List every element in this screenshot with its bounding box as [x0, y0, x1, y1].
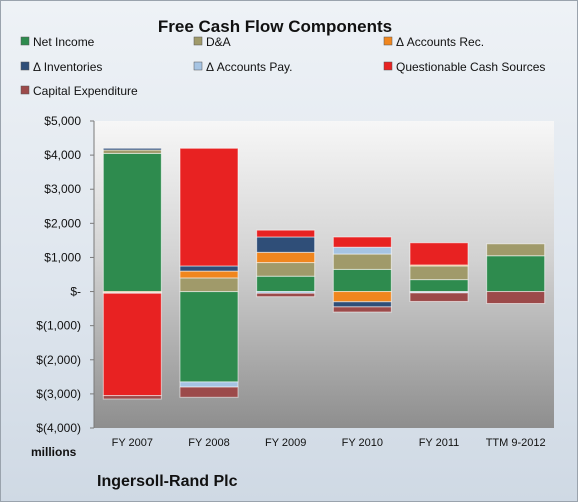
y-tick-label: $3,000 [44, 182, 81, 196]
legend-swatch-d-a [193, 36, 203, 46]
x-tick-label: FY 2008 [188, 437, 229, 449]
bars [102, 147, 546, 400]
y-tick-label: $2,000 [44, 216, 81, 230]
y-tick-label: $(4,000) [36, 421, 81, 435]
legend-swatch-capital-expenditure [20, 85, 30, 95]
legend-swatch-questionable-cash-sources [383, 61, 393, 71]
bar-capital-expenditure-fy-2011 [409, 292, 469, 302]
bar-net-income-fy-2009 [256, 275, 316, 293]
legend-swatch-accounts-pay [193, 61, 203, 71]
bar-accounts-rec-fy-2009 [256, 251, 316, 264]
bar-net-income-fy-2008 [179, 291, 239, 383]
y-tick-label: $5,000 [44, 114, 81, 128]
company-name: Ingersoll-Rand Plc [97, 473, 238, 490]
x-tick-label: FY 2007 [112, 437, 153, 449]
bar-d-a-fy-2010 [332, 253, 392, 270]
bar-accounts-rec-fy-2010 [332, 291, 392, 303]
legend-label-inventories: Δ Inventories [33, 60, 102, 74]
y-tick-label: $(1,000) [36, 319, 81, 333]
bar-d-a-fy-2008 [179, 277, 239, 293]
bar-net-income-ttm-9-2012 [486, 255, 546, 293]
legend-label-net-income: Net Income [33, 35, 95, 49]
x-tick-label: FY 2010 [342, 437, 383, 449]
legend-label-accounts-rec: Δ Accounts Rec. [396, 35, 484, 49]
legend: Net Income D&A Δ Accounts Rec. Δ Inventorie… [20, 35, 545, 98]
bar-d-a-fy-2009 [256, 262, 316, 277]
legend-label-accounts-pay: Δ Accounts Pay. [206, 60, 293, 74]
bar-questionable-cash-sources-fy-2008 [179, 147, 239, 267]
plot-area [94, 121, 554, 428]
legend-label-d-a: D&A [206, 35, 231, 49]
bar-questionable-cash-sources-fy-2007 [102, 292, 162, 397]
bar-inventories-fy-2007 [102, 147, 162, 151]
bar-capital-expenditure-fy-2007 [102, 395, 162, 400]
bar-questionable-cash-sources-fy-2011 [409, 242, 469, 266]
legend-swatch-inventories [20, 61, 30, 71]
y-axis: $5,000 $4,000 $3,000 $2,000 $1,000 $- $(1,000)… [36, 114, 94, 435]
legend-swatch-net-income [20, 36, 30, 46]
bar-net-income-fy-2007 [102, 152, 162, 293]
bar-d-a-fy-2007 [102, 149, 162, 154]
bar-net-income-fy-2011 [409, 279, 469, 293]
bar-questionable-cash-sources-fy-2009 [256, 229, 316, 238]
chart-title: Free Cash Flow Components [158, 17, 392, 36]
legend-label-capital-expenditure: Capital Expenditure [33, 84, 138, 98]
x-tick-label: TTM 9-2012 [486, 437, 546, 449]
bar-net-income-fy-2010 [332, 268, 392, 293]
bar-inventories-fy-2009 [256, 236, 316, 253]
legend-swatch-accounts-rec [383, 36, 393, 46]
x-tick-label: FY 2011 [419, 437, 460, 449]
y-axis-units: millions [31, 445, 77, 459]
bar-capital-expenditure-fy-2008 [179, 386, 239, 398]
bar-capital-expenditure-ttm-9-2012 [486, 291, 546, 304]
bar-questionable-cash-sources-fy-2010 [332, 236, 392, 248]
bar-accounts-rec-fy-2008 [179, 270, 239, 279]
legend-label-questionable-cash-sources: Questionable Cash Sources [396, 60, 545, 74]
y-tick-label: $(2,000) [36, 353, 81, 367]
y-tick-label: $1,000 [44, 250, 81, 264]
bar-accounts-pay-fy-2010 [332, 246, 392, 255]
bar-accounts-pay-fy-2008 [179, 381, 239, 388]
x-axis: FY 2007 FY 2008 FY 2009 FY 2010 FY 2011 TTM 9… [112, 437, 546, 449]
bar-d-a-ttm-9-2012 [486, 243, 546, 257]
bar-d-a-fy-2011 [409, 265, 469, 281]
y-tick-label: $4,000 [44, 148, 81, 162]
x-tick-label: FY 2009 [265, 437, 306, 449]
bar-capital-expenditure-fy-2010 [332, 306, 392, 313]
bar-inventories-fy-2008 [179, 265, 239, 272]
y-tick-label: $- [70, 285, 81, 299]
y-tick-label: $(3,000) [36, 387, 81, 401]
bar-capital-expenditure-fy-2009 [256, 292, 316, 298]
bar-inventories-fy-2010 [332, 301, 392, 308]
